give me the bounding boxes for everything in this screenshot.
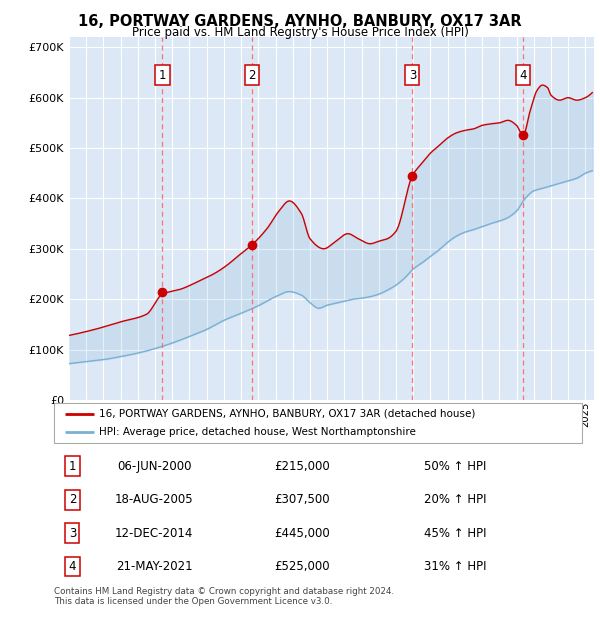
Text: 12-DEC-2014: 12-DEC-2014 xyxy=(115,527,194,539)
Text: 16, PORTWAY GARDENS, AYNHO, BANBURY, OX17 3AR (detached house): 16, PORTWAY GARDENS, AYNHO, BANBURY, OX1… xyxy=(99,409,475,419)
Text: 4: 4 xyxy=(520,69,527,82)
Text: 2: 2 xyxy=(69,494,76,506)
Text: 3: 3 xyxy=(409,69,416,82)
Text: 4: 4 xyxy=(69,560,76,573)
Text: 45% ↑ HPI: 45% ↑ HPI xyxy=(424,527,487,539)
Text: 2: 2 xyxy=(248,69,256,82)
Text: Price paid vs. HM Land Registry's House Price Index (HPI): Price paid vs. HM Land Registry's House … xyxy=(131,26,469,39)
Text: 3: 3 xyxy=(69,527,76,539)
Text: 50% ↑ HPI: 50% ↑ HPI xyxy=(424,460,487,472)
Text: Contains HM Land Registry data © Crown copyright and database right 2024.
This d: Contains HM Land Registry data © Crown c… xyxy=(54,587,394,606)
Text: 1: 1 xyxy=(69,460,76,472)
Text: 21-MAY-2021: 21-MAY-2021 xyxy=(116,560,193,573)
Text: 31% ↑ HPI: 31% ↑ HPI xyxy=(424,560,487,573)
Text: 20% ↑ HPI: 20% ↑ HPI xyxy=(424,494,487,506)
Text: 1: 1 xyxy=(159,69,166,82)
Text: 18-AUG-2005: 18-AUG-2005 xyxy=(115,494,194,506)
Text: HPI: Average price, detached house, West Northamptonshire: HPI: Average price, detached house, West… xyxy=(99,427,416,438)
Text: £215,000: £215,000 xyxy=(274,460,330,472)
Text: 16, PORTWAY GARDENS, AYNHO, BANBURY, OX17 3AR: 16, PORTWAY GARDENS, AYNHO, BANBURY, OX1… xyxy=(78,14,522,29)
Text: £525,000: £525,000 xyxy=(274,560,330,573)
FancyBboxPatch shape xyxy=(54,403,582,443)
Text: 06-JUN-2000: 06-JUN-2000 xyxy=(117,460,191,472)
Text: £307,500: £307,500 xyxy=(274,494,330,506)
Text: £445,000: £445,000 xyxy=(274,527,330,539)
